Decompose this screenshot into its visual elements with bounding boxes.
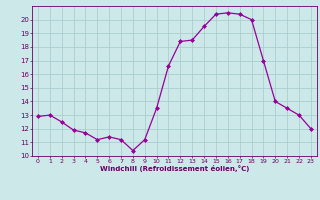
X-axis label: Windchill (Refroidissement éolien,°C): Windchill (Refroidissement éolien,°C)	[100, 165, 249, 172]
